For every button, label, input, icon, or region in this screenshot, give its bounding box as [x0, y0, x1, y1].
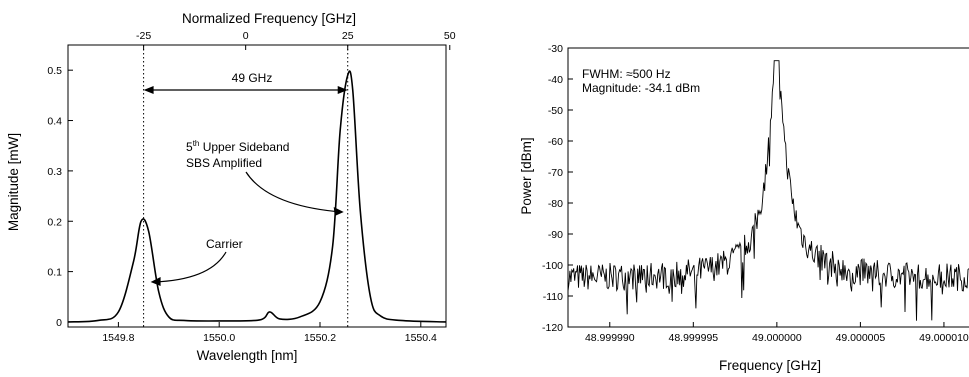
- plot-frame: [567, 47, 969, 328]
- wavelength-spectrum-chart: 1549.8 1550.0 1550.2 1550.4 0 0.1 0.2 0.3 0.4 0.5…: [6, 11, 456, 363]
- x-axis-label: Wavelength [nm]: [197, 348, 298, 363]
- carrier-pointer-head: [150, 277, 161, 286]
- top-tick-label: 25: [342, 30, 354, 42]
- x-tick-label: 49.000005: [836, 332, 886, 344]
- x-tick-label: 1550.2: [304, 332, 336, 344]
- y-tick-label: 0.1: [47, 267, 62, 279]
- y-tick-label: -80: [548, 198, 563, 210]
- y-tick-label: -120: [542, 322, 563, 334]
- x-tick-label: 48.999990: [585, 332, 635, 344]
- x-tick-label: 1550.0: [203, 332, 235, 344]
- x-tick-label: 49.000000: [752, 332, 802, 344]
- y-tick-label: 0: [56, 317, 62, 329]
- spectrum-line: [67, 70, 447, 323]
- x-tick-label: 1549.8: [102, 332, 134, 344]
- x-tick-label: 48.999995: [668, 332, 718, 344]
- plot-frame: [67, 44, 447, 328]
- carrier-pointer: [153, 251, 227, 283]
- x-tick-label: 1550.4: [405, 332, 437, 344]
- y-tick-label: -30: [548, 43, 563, 55]
- y-tick-label: -50: [548, 105, 563, 117]
- sideband-pointer: [245, 171, 342, 213]
- y-tick-label: 0.3: [47, 166, 62, 178]
- fwhm-annotation: FWHM: ≈500 Hz: [582, 67, 671, 81]
- top-tick-label: 50: [444, 30, 456, 42]
- sideband-annotation: 5th Upper Sideband: [186, 139, 289, 154]
- y-tick-label: 0.4: [47, 116, 62, 128]
- y-tick-label: 0.2: [47, 216, 62, 228]
- spacing-annotation: 49 GHz: [232, 71, 273, 85]
- arrowhead-left: [143, 86, 154, 94]
- y-tick-label: -100: [542, 260, 563, 272]
- x-tick-label: 49.000010: [919, 332, 969, 344]
- y-tick-label: -60: [548, 136, 563, 148]
- y-tick-label: -90: [548, 229, 563, 241]
- top-axis-label: Normalized Frequency [GHz]: [182, 11, 356, 26]
- sideband-pointer-head: [333, 207, 344, 216]
- spectrum-line: [567, 60, 969, 321]
- y-tick-label: -40: [548, 74, 563, 86]
- top-tick-label: -25: [136, 30, 151, 42]
- carrier-annotation: Carrier: [206, 237, 243, 251]
- y-tick-label: 0.5: [47, 65, 62, 77]
- y-tick-label: -70: [548, 167, 563, 179]
- magnitude-annotation: Magnitude: -34.1 dBm: [582, 81, 700, 95]
- x-axis-label: Frequency [GHz]: [719, 358, 821, 373]
- top-tick-label: 0: [243, 30, 249, 42]
- y-tick-label: -110: [543, 291, 563, 303]
- arrowhead-right: [337, 86, 348, 94]
- y-axis-label: Magnitude [mW]: [6, 133, 21, 231]
- frequency-spectrum-chart: 48.999990 48.999995 49.000000 49.000005 49.0…: [519, 43, 969, 373]
- sideband-annotation-line2: SBS Amplified: [186, 156, 262, 170]
- y-axis-label: Power [dBm]: [519, 137, 534, 214]
